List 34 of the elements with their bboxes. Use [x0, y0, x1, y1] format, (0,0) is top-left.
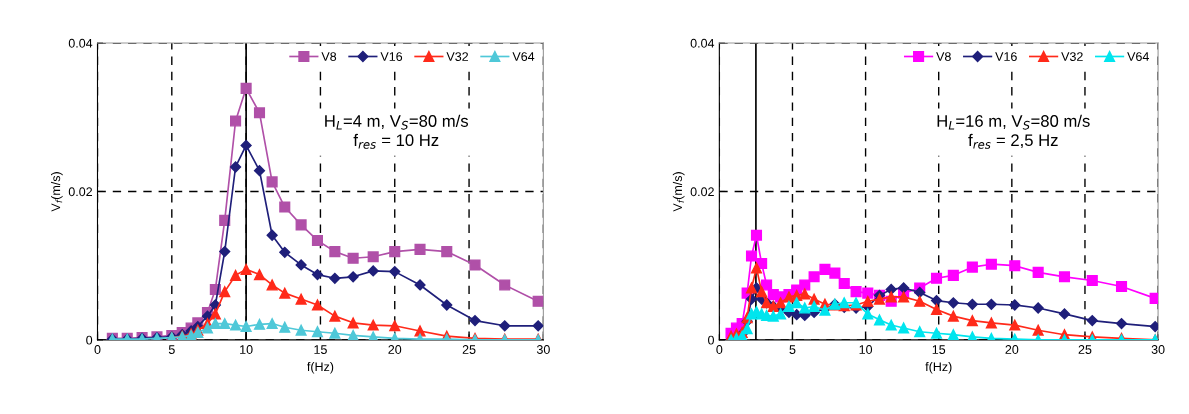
x-tick-label: 10 [859, 345, 873, 354]
x-tick-label: 25 [1078, 345, 1092, 354]
legend-label: V16 [995, 52, 1017, 61]
legend-label: V32 [1061, 52, 1083, 61]
x-tick-label: 5 [168, 345, 175, 354]
x-tick-label: 15 [314, 345, 327, 354]
y-tick-label: 0.04 [68, 38, 93, 48]
legend-label: V16 [380, 52, 403, 61]
y-axis-title: V$_{f}$(m/s) [51, 172, 63, 212]
x-tick-label: 5 [789, 345, 796, 354]
y-tick-label: 0.04 [690, 38, 715, 48]
legend-label: V32 [446, 52, 469, 61]
x-tick-label: 30 [1151, 345, 1165, 354]
x-tick-label: 15 [932, 345, 946, 354]
legend-label: V8 [936, 52, 951, 61]
x-tick-label: 0 [716, 345, 723, 354]
y-tick-label: 0 [708, 335, 714, 345]
x-tick-label: 20 [1005, 345, 1019, 354]
x-tick-label: 0 [94, 345, 101, 354]
x-tick-label: 20 [388, 345, 402, 354]
text: H$_{L}$=16 m, V$_{S}$=80 m/s f$_{res}$ = 2,5 Hz [937, 114, 1090, 149]
x-tick-label: 25 [462, 345, 476, 354]
text: H$_{L}$=4 m, V$_{S}$=80 m/s f$_{res}$ = 10 Hz [325, 114, 469, 149]
legend-label: V64 [1127, 52, 1149, 61]
x-axis-title: f(Hz) [307, 361, 334, 374]
y-tick-label: 0 [86, 335, 93, 345]
y-axis-title: V$_{f}$(m/s) [672, 172, 685, 212]
x-tick-label: 30 [536, 345, 550, 354]
x-tick-label: 10 [240, 345, 253, 354]
legend-label: V8 [321, 52, 337, 61]
x-axis-title: f(Hz) [925, 361, 952, 374]
legend-label: V64 [512, 52, 535, 61]
y-tick-label: 0.02 [68, 187, 93, 197]
y-tick-label: 0.02 [690, 187, 714, 197]
